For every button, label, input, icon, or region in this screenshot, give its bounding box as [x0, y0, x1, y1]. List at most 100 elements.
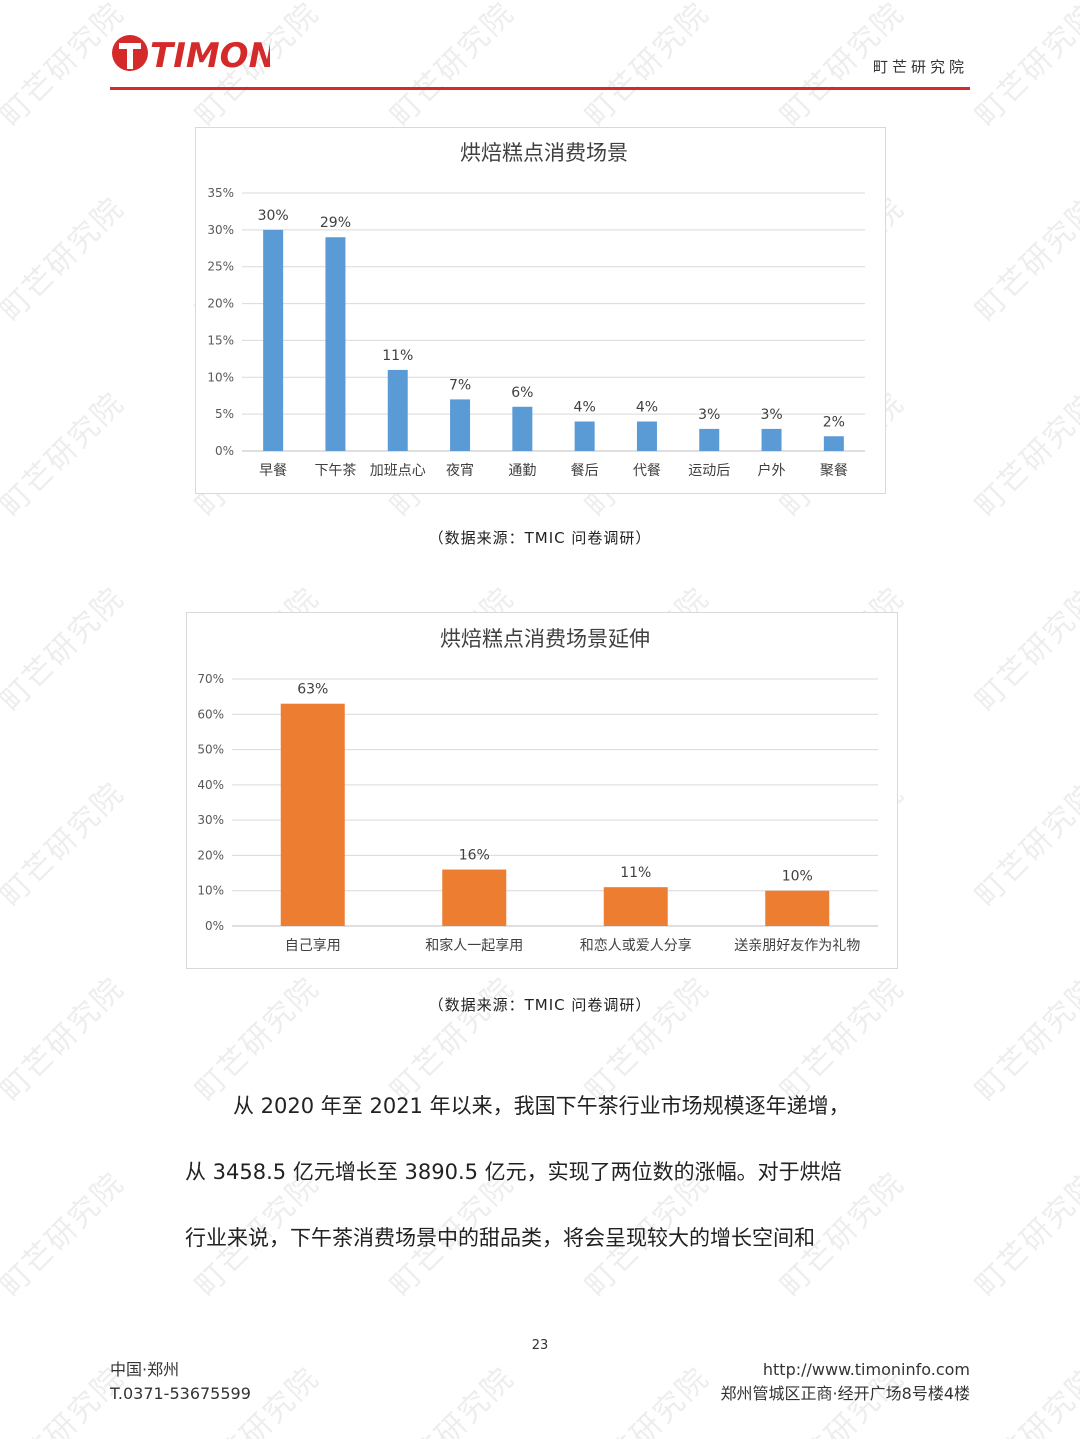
watermark: 町芒研究院	[968, 385, 1080, 524]
body-line-2: 从 3458.5 亿元增长至 3890.5 亿元，实现了两位数的涨幅。对于烘焙	[185, 1160, 842, 1184]
y-tick-label: 5%	[215, 407, 234, 421]
chart2-source: （数据来源：TMIC 问卷调研）	[428, 996, 652, 1014]
data-label: 11%	[620, 865, 651, 881]
y-tick-label: 10%	[207, 370, 234, 384]
y-tick-label: 35%	[207, 186, 234, 200]
watermark: 町芒研究院	[0, 775, 132, 914]
chart-consumption-scenarios: 烘焙糕点消费场景 0% 5% 10% 15% 20% 25% 30% 35% 30% 早餐 29% 下午…	[195, 127, 886, 494]
bar	[512, 406, 533, 451]
footer-address: 郑州管城区正商·经开广场8号楼4楼	[720, 1384, 970, 1403]
footer-left: 中国·郑州 T.0371-53675599	[110, 1358, 251, 1406]
bar	[387, 369, 408, 451]
x-tick-label: 夜宵	[446, 462, 474, 479]
y-tick-label: 20%	[207, 297, 234, 311]
watermark: 町芒研究院	[188, 970, 327, 1109]
watermark: 町芒研究院	[968, 580, 1080, 719]
y-tick-label: 20%	[197, 848, 224, 862]
data-label: 6%	[511, 385, 533, 401]
org-name: 町芒研究院	[872, 58, 968, 76]
header-rule	[110, 87, 970, 90]
page-number: 23	[531, 1338, 549, 1353]
y-tick-label: 30%	[197, 813, 224, 827]
watermark: 町芒研究院	[968, 775, 1080, 914]
x-tick-label: 早餐	[259, 463, 287, 479]
data-label: 4%	[574, 400, 596, 416]
bar	[263, 229, 284, 451]
watermark: 町芒研究院	[0, 1165, 132, 1304]
data-label: 29%	[320, 215, 351, 231]
x-tick-label: 下午茶	[314, 463, 356, 479]
x-tick-label: 户外	[758, 462, 786, 479]
bar	[574, 421, 595, 451]
bar	[603, 887, 668, 926]
footer-website[interactable]: http://www.timoninfo.com	[762, 1360, 970, 1379]
watermark: 町芒研究院	[0, 970, 132, 1109]
chart-consumption-scenarios-svg: 烘焙糕点消费场景 0% 5% 10% 15% 20% 25% 30% 35% 30% 早餐 29% 下午…	[207, 141, 865, 479]
body-line-1: 从 2020 年至 2021 年以来，我国下午茶行业市场规模逐年递增，	[233, 1094, 850, 1118]
chart-title: 烘焙糕点消费场景延伸	[440, 627, 650, 651]
y-tick-label: 60%	[197, 707, 224, 721]
y-tick-label: 0%	[215, 444, 234, 458]
watermark: 町芒研究院	[383, 970, 522, 1109]
data-label: 3%	[760, 407, 782, 423]
watermark: 町芒研究院	[578, 970, 717, 1109]
bar	[699, 428, 720, 451]
x-tick-label: 加班点心	[370, 463, 426, 479]
data-label: 30%	[258, 208, 289, 224]
y-tick-label: 10%	[197, 884, 224, 898]
bar	[823, 436, 844, 451]
data-label: 2%	[823, 414, 845, 430]
watermark: 町芒研究院	[968, 970, 1080, 1109]
watermark: 町芒研究院	[0, 385, 132, 524]
y-tick-label: 40%	[197, 778, 224, 792]
bar	[442, 869, 507, 926]
page-header: TIMON 町芒研究院	[110, 28, 970, 90]
bar	[450, 399, 471, 451]
x-tick-label: 和家人一起享用	[425, 937, 523, 954]
x-tick-label: 自己享用	[285, 937, 341, 954]
bar	[636, 421, 657, 451]
data-label: 16%	[459, 848, 490, 864]
data-label: 11%	[382, 348, 413, 364]
chart-scenario-extension: 烘焙糕点消费场景延伸 0% 10% 20% 30% 40% 50% 60% 70% 63% 自己享用…	[186, 612, 898, 969]
watermark: 町芒研究院	[383, 1360, 522, 1439]
y-tick-label: 0%	[205, 919, 224, 933]
bar	[761, 428, 782, 451]
watermark: 町芒研究院	[968, 1360, 1080, 1439]
watermark: 町芒研究院	[968, 190, 1080, 329]
y-tick-label: 50%	[197, 743, 224, 757]
chart1-source: （数据来源：TMIC 问卷调研）	[428, 529, 652, 547]
x-tick-label: 运动后	[688, 463, 730, 479]
data-label: 4%	[636, 400, 658, 416]
data-label: 63%	[297, 682, 328, 698]
data-label: 3%	[698, 407, 720, 423]
x-tick-label: 和恋人或爱人分享	[580, 937, 692, 954]
chart-title: 烘焙糕点消费场景	[460, 141, 628, 165]
watermark: 町芒研究院	[578, 1360, 717, 1439]
watermark: 町芒研究院	[773, 970, 912, 1109]
x-tick-label: 代餐	[633, 463, 661, 479]
footer-phone: T.0371-53675599	[110, 1384, 251, 1403]
watermark: 町芒研究院	[968, 0, 1080, 134]
y-tick-label: 15%	[207, 333, 234, 347]
data-label: 7%	[449, 377, 471, 393]
watermark: 町芒研究院	[968, 1165, 1080, 1304]
bar	[765, 890, 830, 926]
footer-location: 中国·郑州	[110, 1360, 180, 1379]
bar	[325, 237, 346, 451]
timon-logo: TIMON	[112, 35, 270, 76]
x-tick-label: 餐后	[571, 463, 599, 479]
y-tick-label: 25%	[207, 260, 234, 274]
x-tick-label: 通勤	[508, 463, 536, 479]
data-label: 10%	[782, 869, 813, 885]
bar	[280, 703, 345, 926]
watermark: 町芒研究院	[0, 580, 132, 719]
logo-text: TIMON	[150, 36, 270, 76]
footer-right: http://www.timoninfo.com 郑州管城区正商·经开广场8号楼…	[721, 1358, 970, 1406]
chart-scenario-extension-svg: 烘焙糕点消费场景延伸 0% 10% 20% 30% 40% 50% 60% 70% 63% 自己享用…	[197, 627, 878, 954]
y-tick-label: 30%	[207, 223, 234, 237]
x-tick-label: 聚餐	[820, 463, 848, 479]
body-line-3: 行业来说，下午茶消费场景中的甜品类，将会呈现较大的增长空间和	[185, 1226, 815, 1250]
watermark: 町芒研究院	[0, 190, 132, 329]
x-tick-label: 送亲朋好友作为礼物	[734, 938, 860, 954]
